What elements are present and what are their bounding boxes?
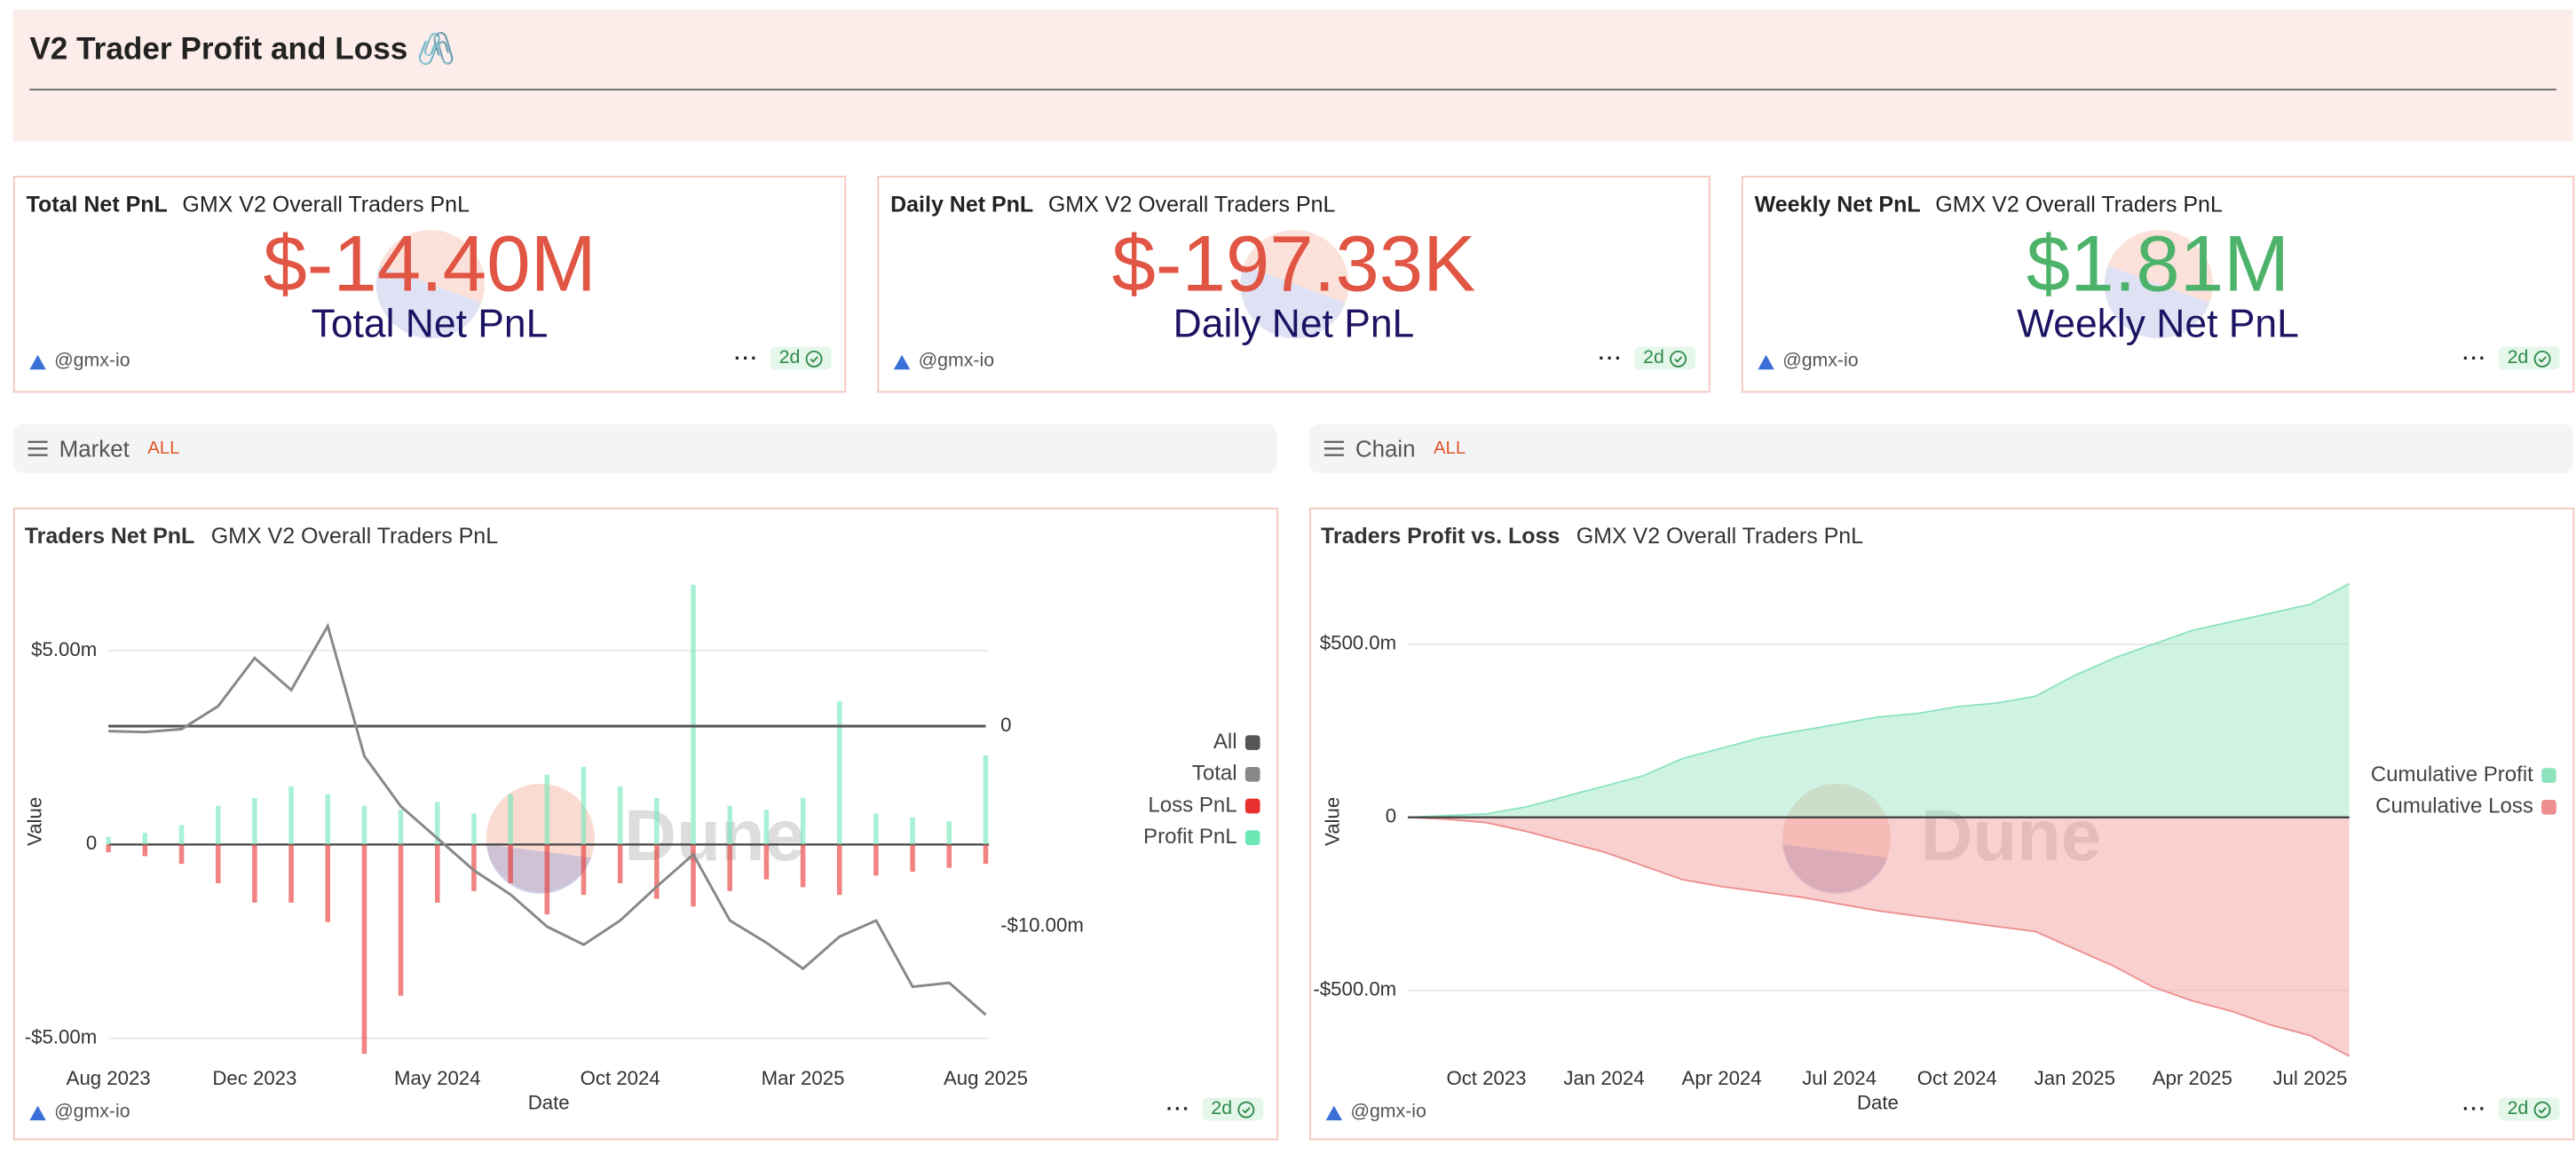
card-header: Weekly Net PnL GMX V2 Overall Traders PnL <box>1755 193 2223 217</box>
counter-query: GMX V2 Overall Traders PnL <box>1935 192 2223 217</box>
page-title: V2 Trader Profit and Loss 🖇️ <box>29 33 455 67</box>
counter-title: Total Net PnL <box>26 192 168 217</box>
age-badge: 2d <box>2499 1097 2560 1121</box>
author: @gmx-io <box>29 1103 130 1122</box>
menu-dots[interactable]: ··· <box>2462 346 2488 370</box>
age: 2d <box>1211 1099 1233 1119</box>
age-badge: 2d <box>1634 346 1695 370</box>
filter-bar[interactable]: Market ALL <box>12 423 1277 474</box>
counter-value: $-197.33K <box>1111 221 1476 309</box>
check-icon <box>2533 1100 2551 1118</box>
counter-label: Total Net PnL <box>311 302 549 347</box>
counter-title: Weekly Net PnL <box>1754 192 1921 217</box>
filter-name: Market <box>59 435 130 462</box>
card-header: Total Net PnL GMX V2 Overall Traders PnL <box>27 193 470 217</box>
author-name: @gmx-io <box>1782 352 1859 372</box>
age-badge: 2d <box>2499 346 2560 370</box>
check-tick <box>810 355 818 362</box>
check-tick <box>1242 1106 1251 1113</box>
menu-dots[interactable]: ··· <box>1598 346 1624 370</box>
author-icon <box>29 353 46 369</box>
check-ring <box>2533 350 2551 367</box>
check-ring <box>805 350 823 367</box>
author-logo <box>1758 353 1774 369</box>
divider <box>29 88 2556 91</box>
author: @gmx-io <box>29 352 130 371</box>
header: V2 Trader Profit and Loss 🖇️ <box>12 10 2573 142</box>
check-tick <box>2538 1106 2547 1113</box>
menu-icon <box>28 440 48 456</box>
author-logo <box>1325 1104 1343 1120</box>
author-icon <box>1325 1104 1343 1120</box>
author-name: @gmx-io <box>1350 1102 1426 1123</box>
card-header: Daily Net PnL GMX V2 Overall Traders PnL <box>890 193 1335 217</box>
counter-value: $-14.40M <box>263 221 597 309</box>
menu-dots[interactable]: ··· <box>2462 1097 2488 1121</box>
author: @gmx-io <box>1325 1102 1426 1123</box>
counter-query: GMX V2 Overall Traders PnL <box>1047 192 1336 217</box>
filter-value: ALL <box>1433 439 1466 459</box>
author-name: @gmx-io <box>54 352 130 372</box>
age: 2d <box>2507 348 2529 368</box>
check-ring <box>2533 1100 2551 1118</box>
author-name: @gmx-io <box>918 352 995 372</box>
check-icon <box>2533 350 2551 367</box>
age-badge: 2d <box>1203 1097 1264 1121</box>
counter-title: Daily Net PnL <box>890 192 1034 217</box>
author-icon <box>29 1104 46 1120</box>
check-tick <box>2538 355 2547 362</box>
author-icon <box>1758 353 1774 369</box>
author-logo <box>893 353 911 369</box>
menu-dots[interactable]: ··· <box>1166 1097 1191 1121</box>
check-tick <box>1674 355 1683 362</box>
age: 2d <box>778 348 801 368</box>
counter-card: Daily Net PnL GMX V2 Overall Traders PnL $… <box>877 176 1711 393</box>
counter-label: Daily Net PnL <box>1173 302 1415 347</box>
counter-card: Weekly Net PnL GMX V2 Overall Traders PnL… <box>1741 176 2575 393</box>
check-icon <box>805 350 823 367</box>
menu-icon <box>1324 440 1344 456</box>
author-logo <box>29 1104 46 1120</box>
author-name: @gmx-io <box>54 1102 130 1123</box>
chart-panel: @gmx-io ··· 2d <box>12 507 1278 1141</box>
counter-query: GMX V2 Overall Traders PnL <box>182 192 470 217</box>
watermark-dot <box>375 230 485 339</box>
menu-dots[interactable]: ··· <box>734 346 760 370</box>
counter-value: $1.81M <box>2026 221 2290 309</box>
author: @gmx-io <box>893 352 995 372</box>
check-ring <box>1670 350 1687 367</box>
check-icon <box>1670 350 1687 367</box>
check-ring <box>1237 1100 1255 1118</box>
author-logo <box>29 353 46 369</box>
watermark-dot <box>2103 230 2213 339</box>
chart-panel: @gmx-io ··· 2d <box>1309 507 2575 1141</box>
watermark-dot <box>1239 230 1348 339</box>
check-icon <box>1237 1100 1255 1118</box>
age-badge: 2d <box>770 346 832 370</box>
filter-value: ALL <box>147 439 180 459</box>
age: 2d <box>2507 1099 2529 1119</box>
author: @gmx-io <box>1758 352 1859 372</box>
filter-bar[interactable]: Chain ALL <box>1309 423 2573 474</box>
filter-name: Chain <box>1355 435 1416 462</box>
counter-card: Total Net PnL GMX V2 Overall Traders PnL $… <box>12 176 847 393</box>
counter-label: Weekly Net PnL <box>2017 302 2299 347</box>
age: 2d <box>1643 348 1664 368</box>
author-icon <box>893 353 911 369</box>
